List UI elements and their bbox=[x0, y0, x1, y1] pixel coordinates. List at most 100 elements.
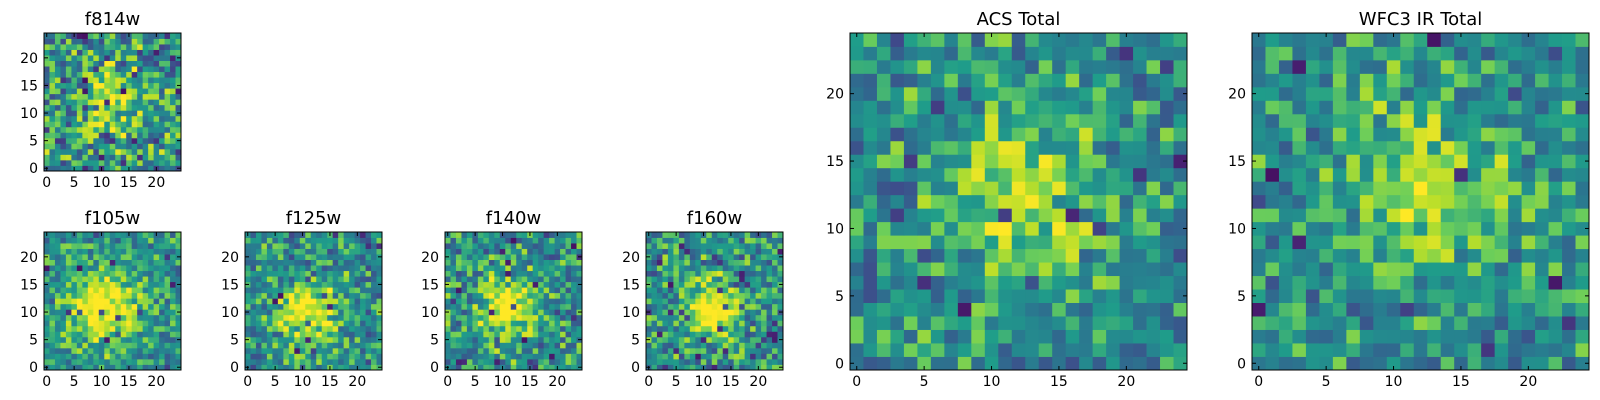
heatmap-cell bbox=[1413, 86, 1428, 101]
heatmap-cell bbox=[684, 237, 691, 244]
heatmap-cell bbox=[532, 287, 539, 294]
heatmap-cell bbox=[82, 347, 89, 354]
heatmap-cell bbox=[71, 154, 78, 161]
heatmap-cell bbox=[349, 276, 355, 283]
heatmap-cell bbox=[750, 298, 756, 305]
heatmap-cell bbox=[1119, 275, 1134, 290]
heatmap-cell bbox=[76, 314, 83, 321]
heatmap-cell bbox=[538, 237, 545, 244]
heatmap-cell bbox=[673, 265, 680, 272]
heatmap-cell bbox=[71, 331, 78, 338]
heatmap-cell bbox=[299, 237, 306, 244]
axes-frame bbox=[43, 231, 182, 371]
heatmap-cell bbox=[890, 167, 905, 182]
heatmap-cell bbox=[44, 276, 50, 283]
heatmap-cell bbox=[288, 259, 295, 266]
heatmap-cell bbox=[1025, 86, 1040, 101]
heatmap-cell bbox=[170, 66, 176, 73]
heatmap-cell bbox=[54, 93, 61, 100]
heatmap-cell bbox=[1373, 127, 1388, 142]
heatmap-cell bbox=[109, 148, 116, 155]
heatmap-cell bbox=[1119, 46, 1134, 61]
y-tick-label: 0 bbox=[230, 360, 239, 376]
heatmap-cell bbox=[65, 254, 72, 260]
heatmap-cell bbox=[903, 329, 918, 344]
heatmap-cell bbox=[930, 302, 945, 317]
x-tick-label: 10 bbox=[93, 175, 111, 191]
heatmap-cell bbox=[494, 248, 501, 255]
heatmap-cell bbox=[565, 237, 572, 244]
heatmap-cell bbox=[455, 292, 462, 299]
heatmap-cell bbox=[376, 358, 383, 365]
heatmap-cell bbox=[261, 303, 268, 310]
heatmap-cell bbox=[76, 77, 83, 84]
heatmap-cell bbox=[120, 336, 127, 343]
heatmap-cell bbox=[376, 232, 383, 238]
heatmap-cell bbox=[651, 342, 658, 349]
heatmap-cell bbox=[1535, 73, 1549, 88]
heatmap-cell bbox=[120, 115, 127, 122]
heatmap-cell bbox=[1575, 221, 1590, 236]
heatmap-cell bbox=[170, 82, 176, 89]
heatmap-cell bbox=[646, 248, 652, 255]
heatmap-cell bbox=[521, 320, 528, 327]
heatmap-cell bbox=[65, 336, 72, 343]
heatmap-cell bbox=[175, 314, 182, 321]
heatmap-cell bbox=[755, 248, 762, 255]
heatmap-cell bbox=[272, 254, 279, 260]
heatmap-cell bbox=[294, 342, 301, 349]
heatmap-cell bbox=[115, 237, 122, 244]
heatmap-cell bbox=[65, 143, 72, 150]
heatmap-cell bbox=[126, 254, 133, 260]
heatmap-cell bbox=[450, 364, 457, 371]
heatmap-cell bbox=[673, 248, 680, 255]
heatmap-cell bbox=[76, 364, 83, 371]
heatmap-cell bbox=[549, 270, 555, 277]
heatmap-cell bbox=[109, 325, 116, 332]
heatmap-cell bbox=[49, 159, 56, 166]
heatmap-cell bbox=[1025, 316, 1040, 330]
heatmap-cell bbox=[164, 320, 171, 327]
heatmap-cell bbox=[722, 347, 729, 354]
heatmap-cell bbox=[104, 154, 111, 161]
heatmap-cell bbox=[466, 303, 473, 310]
heatmap-cell bbox=[365, 303, 372, 310]
heatmap-cell bbox=[98, 325, 105, 332]
heatmap-cell bbox=[930, 100, 945, 115]
heatmap-cell bbox=[44, 121, 50, 128]
heatmap-cell bbox=[1052, 73, 1067, 88]
heatmap-cell bbox=[1252, 289, 1266, 303]
heatmap-cell bbox=[876, 59, 891, 74]
heatmap-cell bbox=[761, 237, 767, 244]
heatmap-cell bbox=[521, 336, 528, 343]
heatmap-cell bbox=[87, 320, 94, 327]
heatmap-cell bbox=[651, 331, 658, 338]
heatmap-cell bbox=[82, 143, 89, 150]
heatmap-cell bbox=[1413, 181, 1428, 196]
heatmap-cell bbox=[651, 254, 658, 260]
heatmap-cell bbox=[1119, 140, 1134, 155]
heatmap-cell bbox=[695, 347, 702, 354]
heatmap-cell bbox=[684, 281, 691, 288]
heatmap-cell bbox=[87, 104, 94, 111]
heatmap-cell bbox=[104, 320, 111, 327]
heatmap-cell bbox=[998, 113, 1013, 128]
heatmap-cell bbox=[76, 159, 83, 166]
heatmap-cell bbox=[1146, 73, 1161, 88]
heatmap-cell bbox=[343, 358, 350, 365]
heatmap-cell bbox=[65, 320, 72, 327]
heatmap-cell bbox=[49, 38, 56, 45]
heatmap-cell bbox=[343, 270, 350, 277]
heatmap-cell bbox=[695, 303, 702, 310]
heatmap-cell bbox=[60, 159, 67, 166]
heatmap-cell bbox=[560, 342, 566, 349]
heatmap-cell bbox=[76, 38, 83, 45]
heatmap-cell bbox=[354, 298, 361, 305]
heatmap-cell bbox=[98, 254, 105, 260]
heatmap-cell bbox=[494, 281, 501, 288]
heatmap-cell bbox=[137, 292, 144, 299]
heatmap-cell bbox=[984, 73, 999, 88]
heatmap-cell bbox=[49, 132, 56, 139]
heatmap-cell bbox=[1481, 208, 1496, 223]
heatmap-cell bbox=[1106, 221, 1120, 236]
